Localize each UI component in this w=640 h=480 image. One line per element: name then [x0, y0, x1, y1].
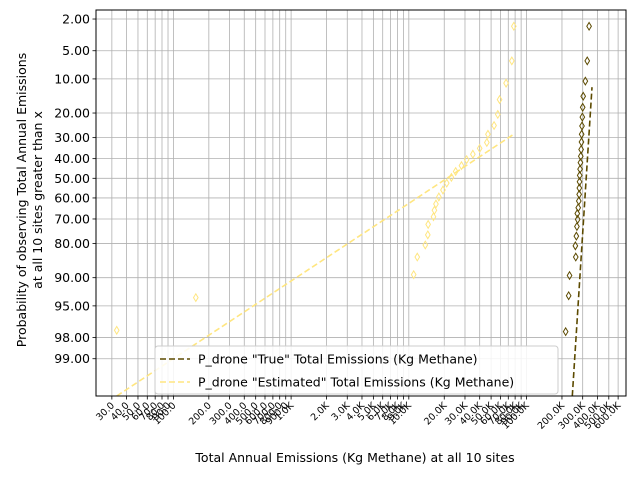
series-1-point: [494, 109, 501, 120]
series-0-point: [580, 91, 587, 102]
series-0-point: [578, 137, 585, 147]
series-0-point: [586, 21, 592, 32]
series-1-point: [422, 240, 429, 250]
series-1-point: [458, 160, 465, 171]
series-0-point: [572, 252, 579, 262]
series-0-point: [579, 102, 586, 113]
x-tick-label: 200.0: [187, 400, 214, 427]
series-1-point: [508, 56, 515, 66]
series-1-point: [192, 292, 199, 303]
y-tick-label: 99.00: [54, 351, 90, 366]
y-tick-label: 10.00: [54, 71, 90, 86]
series-0-point: [576, 170, 583, 181]
series-1-point: [496, 94, 503, 105]
series-1-point: [510, 21, 517, 32]
series-0-point: [576, 183, 583, 193]
series-1-point: [469, 149, 476, 159]
y-tick-label: 2.00: [62, 12, 90, 27]
series-1-point: [485, 129, 491, 140]
y-axis-label-line-1: Probability of observing Total Annual Em…: [14, 53, 29, 347]
grid-lines: [92, 10, 626, 400]
series-0-point: [565, 290, 572, 301]
series-0-point: [579, 121, 585, 131]
y-tick-label: 95.00: [54, 298, 90, 313]
series-0-point: [577, 151, 584, 161]
series-0-point: [578, 144, 585, 155]
series-0-point: [584, 56, 591, 66]
series-0-point: [577, 164, 583, 174]
legend-frame: [154, 345, 559, 395]
series-1-point: [433, 199, 439, 209]
y-tick-label: 70.00: [54, 211, 90, 226]
series-1-point: [476, 143, 483, 154]
plot-frame: [95, 9, 627, 397]
series-1-fit-line: [116, 133, 515, 397]
series-1-point: [113, 325, 120, 336]
series-1-point: [503, 78, 509, 88]
series-0-point: [582, 76, 589, 86]
y-tick-label: 20.00: [54, 106, 90, 121]
legend-label-true: P_drone "True" Total Emissions (Kg Metha…: [198, 352, 478, 367]
series-1-point: [463, 154, 470, 165]
series-0-fit-line: [571, 87, 593, 397]
y-tick-labels: 2.00 5.00 10.00 20.00 30.00 40.00 50.00 60.00 70…: [54, 12, 90, 367]
series-0-point: [578, 129, 585, 140]
legend-label-estimated: P_drone "Estimated" Total Emissions (Kg …: [198, 375, 514, 390]
series-1-point: [425, 219, 432, 230]
series-0-point: [575, 196, 582, 206]
y-tick-label: 5.00: [62, 43, 90, 58]
series-0-point: [572, 241, 579, 251]
series-1-point: [410, 269, 417, 280]
series-1-point: [430, 211, 437, 222]
series-0-point: [577, 157, 584, 168]
legend: P_drone "True" Total Emissions (Kg Metha…: [154, 345, 559, 395]
series-1-point: [443, 178, 450, 188]
series-1-point: [491, 120, 497, 131]
series-1: [113, 21, 517, 397]
series-1-point: [483, 137, 490, 148]
series-0-point: [562, 326, 569, 337]
series-layer: [113, 21, 593, 397]
series-1-point: [435, 192, 442, 202]
y-tick-label: 98.00: [54, 330, 90, 345]
y-tick-label: 30.00: [54, 130, 90, 145]
y-tick-label: 90.00: [54, 270, 90, 285]
series-0-point: [579, 112, 586, 122]
series-0-point: [574, 221, 580, 232]
y-tick-label: 80.00: [54, 236, 90, 251]
series-0-point: [576, 189, 583, 200]
y-axis-label-line-2: at all 10 sites greater than x: [30, 111, 45, 289]
x-tick-label: 2.0K: [309, 400, 332, 423]
series-0-point: [574, 208, 581, 219]
series-1-point: [431, 205, 438, 216]
series-0: [562, 21, 593, 397]
series-1-point: [452, 166, 459, 177]
series-1-point: [424, 230, 431, 240]
series-0-point: [573, 231, 580, 241]
series-0-point: [574, 214, 581, 225]
x-axis-label: Total Annual Emissions (Kg Methane) at a…: [194, 450, 514, 465]
series-0-point: [566, 270, 573, 281]
series-1-point: [440, 185, 446, 195]
series-1-point: [414, 252, 421, 262]
series-0-point: [576, 177, 583, 187]
series-1-point: [448, 172, 455, 183]
y-tick-label: 50.00: [54, 171, 90, 186]
series-0-point: [575, 203, 582, 213]
y-tick-label: 40.00: [54, 151, 90, 166]
y-tick-label: 60.00: [54, 190, 90, 205]
